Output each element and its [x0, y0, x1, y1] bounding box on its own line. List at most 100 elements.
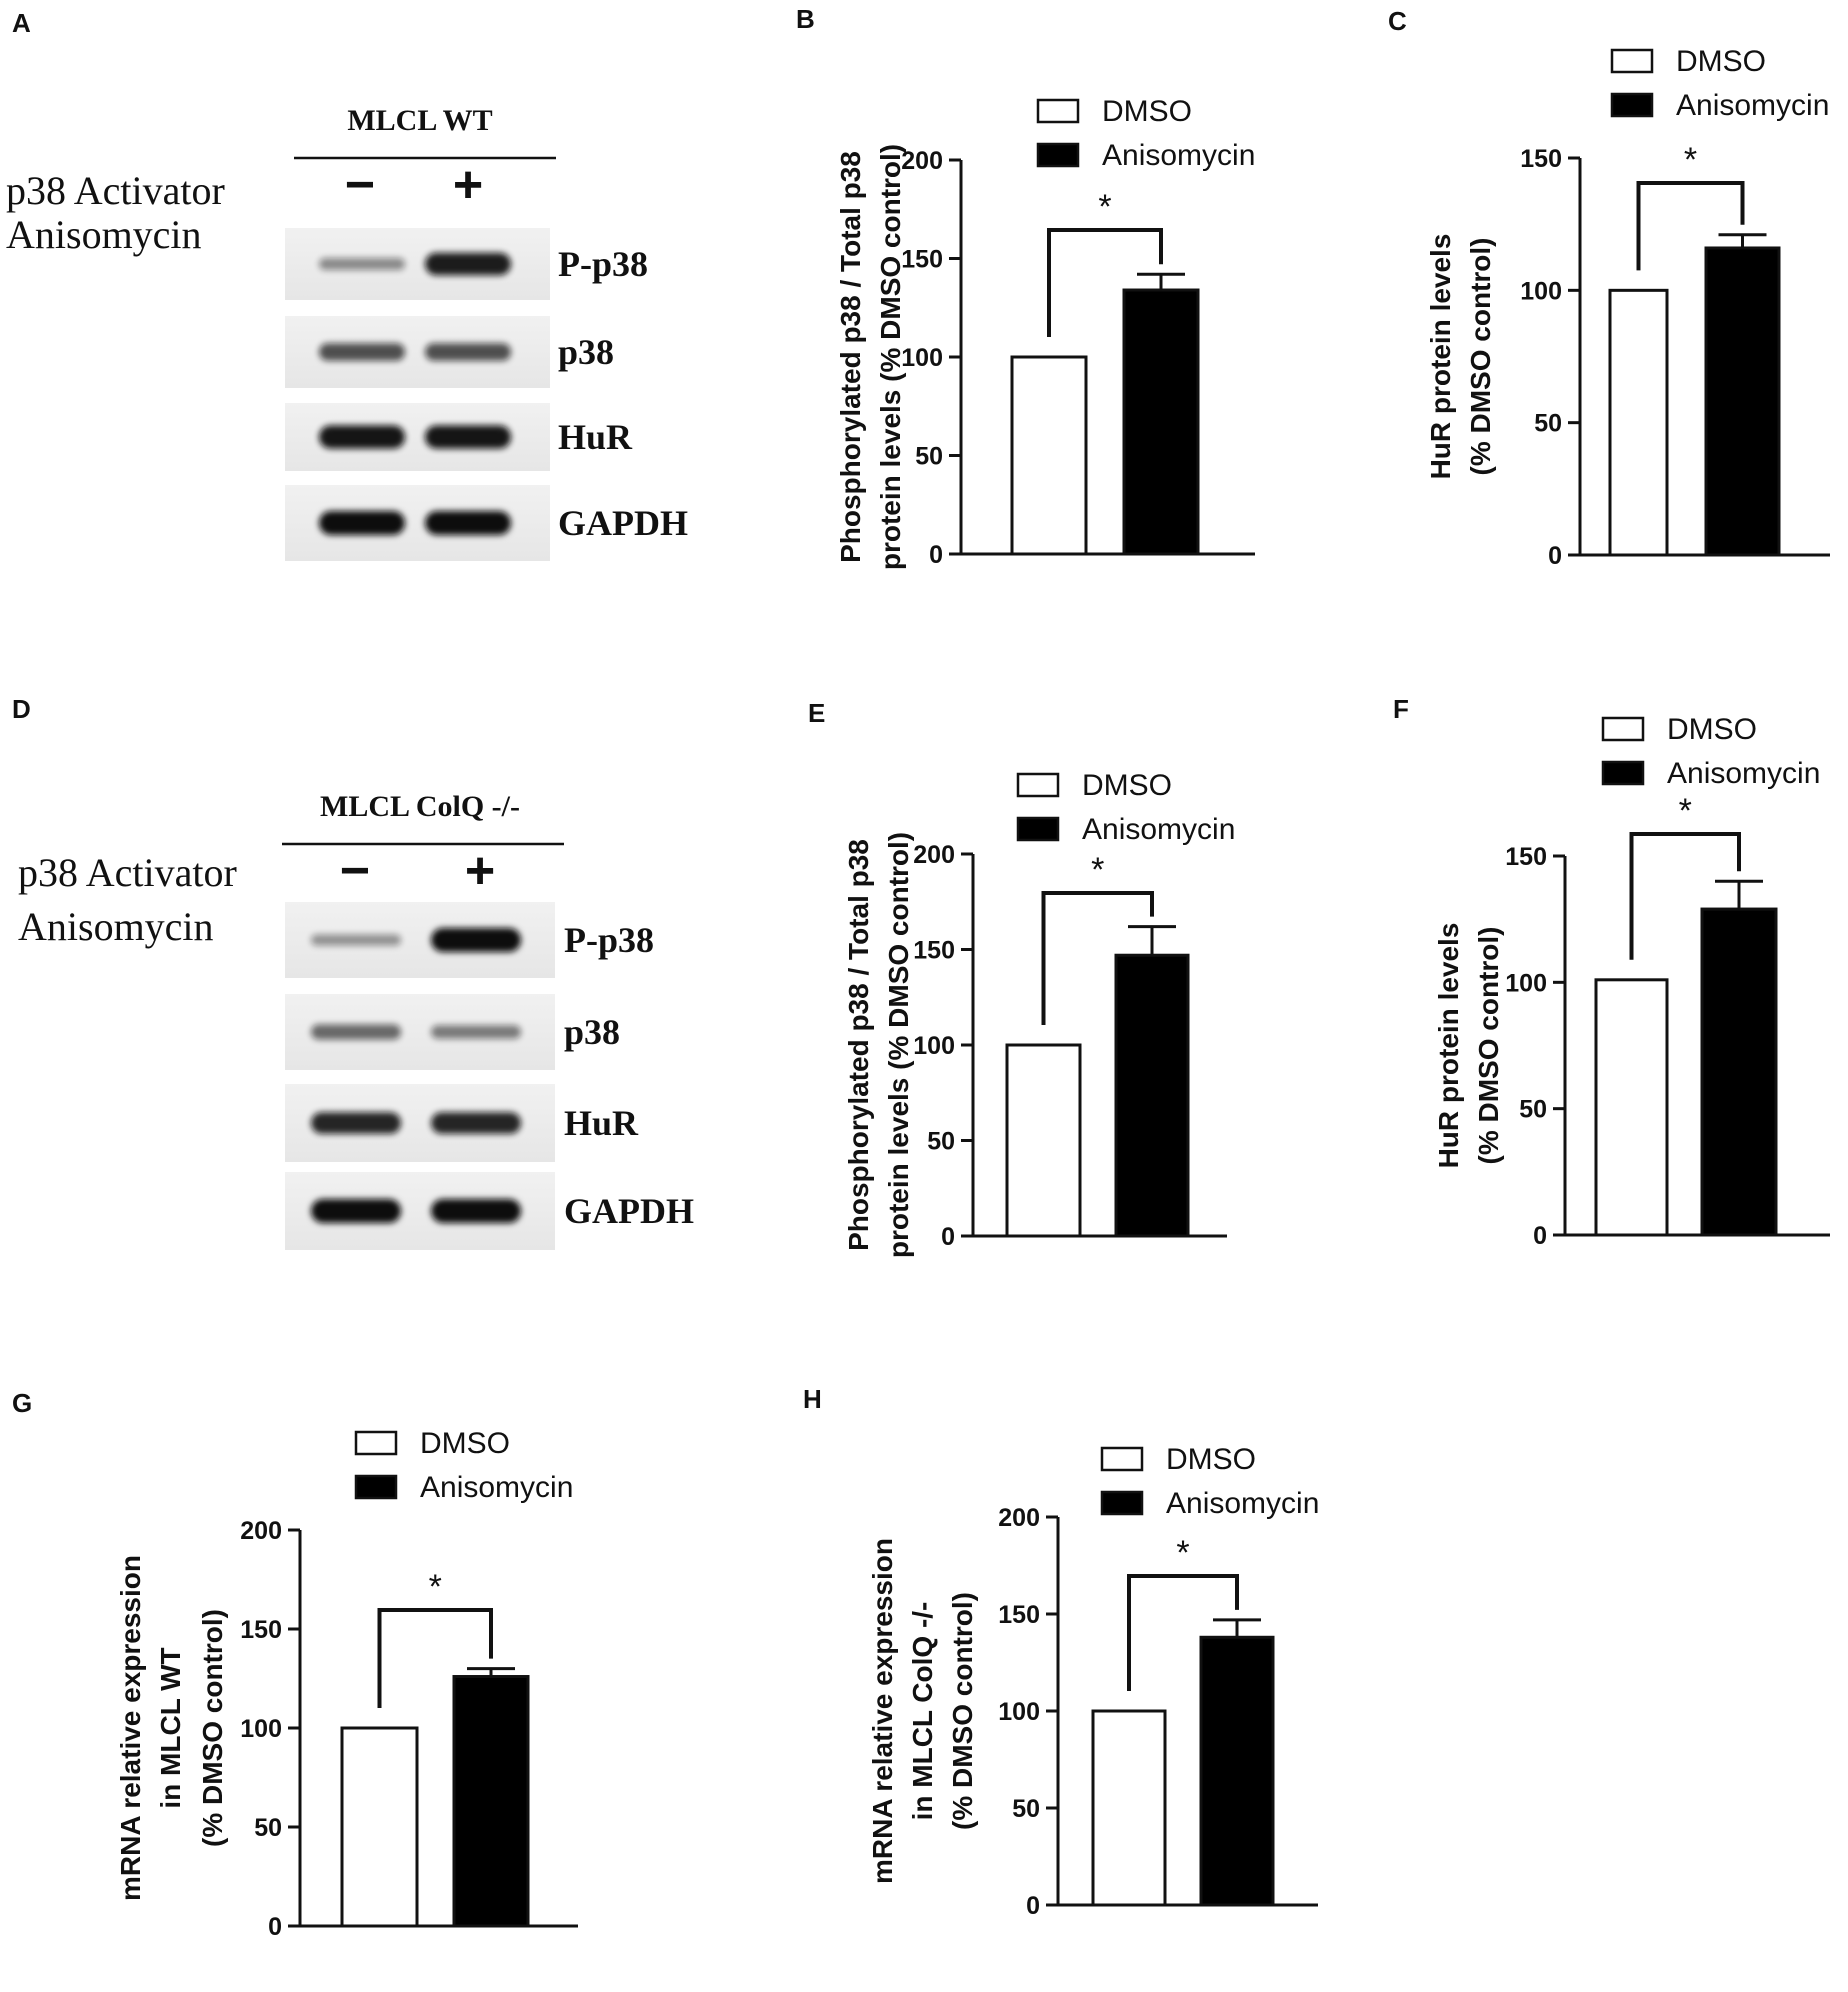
- blot-row-p38: p38: [285, 316, 614, 388]
- y-tick-label: 0: [1548, 542, 1562, 570]
- panel-letter-a: A: [12, 8, 31, 38]
- chart-g: 0 50 100 150 200 * DMSO Anisomycin mRNA relative…: [115, 1427, 578, 1941]
- blot-row-p-p38: P-p38: [285, 902, 654, 978]
- y-tick-label: 150: [240, 1616, 282, 1644]
- legend-label-anisomycin: Anisomycin: [420, 1471, 573, 1504]
- legend-swatch-anisomycin: [1100, 1490, 1144, 1516]
- band-label: HuR: [564, 1103, 639, 1143]
- band-label: P-p38: [558, 244, 648, 284]
- legend-label-anisomycin: Anisomycin: [1102, 139, 1255, 172]
- band: [319, 425, 405, 449]
- blot-row-p-p38: P-p38: [285, 228, 648, 300]
- blot-cell-line: MLCL WT: [347, 104, 492, 137]
- legend-label-dmso: DMSO: [1102, 95, 1192, 128]
- legend-swatch-dmso: [1100, 1446, 1144, 1472]
- lane-sign: +: [453, 156, 483, 214]
- y-tick-label: 100: [901, 344, 943, 372]
- significance-mark: *: [1176, 1534, 1189, 1572]
- bar-dmso: [1091, 1709, 1167, 1907]
- y-axis-label: Phosphorylated p38 / Total p38: [835, 151, 866, 563]
- y-axis-label: in MLCL WT: [155, 1647, 186, 1808]
- y-tick-label: 150: [998, 1601, 1040, 1629]
- y-tick-label: 0: [268, 1913, 282, 1941]
- band: [431, 928, 521, 952]
- y-tick-label: 100: [1505, 969, 1547, 997]
- y-tick-label: 200: [901, 147, 943, 175]
- bar-dmso: [1010, 355, 1088, 556]
- bar-anisomycin: [1122, 288, 1200, 556]
- y-tick-label: 150: [1505, 843, 1547, 871]
- band: [319, 343, 405, 361]
- band-label: GAPDH: [558, 503, 688, 543]
- lane-sign: −: [340, 842, 370, 900]
- band-label: GAPDH: [564, 1191, 694, 1231]
- y-tick-label: 50: [1519, 1096, 1547, 1124]
- band: [311, 1112, 401, 1134]
- chart-b: 0 50 100 150 200 * DMSO Anisomycin Phosphorylate…: [835, 95, 1255, 570]
- panel-letter-d: D: [12, 694, 31, 724]
- y-axis-label: protein levels (% DMSO control): [875, 144, 906, 570]
- blot-row-hur: HuR: [285, 1084, 639, 1162]
- treatment-label: p38 Activator: [6, 168, 225, 213]
- y-tick-label: 200: [240, 1517, 282, 1545]
- significance-mark: *: [429, 1568, 442, 1606]
- significance-mark: *: [1091, 851, 1104, 889]
- y-axis-label: mRNA relative expression: [867, 1538, 898, 1884]
- legend-label-anisomycin: Anisomycin: [1676, 89, 1829, 122]
- significance-mark: *: [1684, 141, 1697, 179]
- y-tick-label: 50: [927, 1128, 955, 1156]
- y-tick-label: 100: [240, 1715, 282, 1743]
- band: [425, 511, 511, 535]
- y-tick-label: 150: [901, 246, 943, 274]
- bar-dmso: [1608, 288, 1669, 557]
- band: [431, 1025, 521, 1039]
- panel-letter-f: F: [1393, 694, 1409, 724]
- y-axis-label: HuR protein levels: [1425, 234, 1456, 480]
- y-tick-label: 100: [998, 1698, 1040, 1726]
- band: [311, 1024, 401, 1040]
- chart-e: 0 50 100 150 200 * DMSO Anisomycin Phosphorylate…: [843, 769, 1235, 1258]
- treatment-label: Anisomycin: [6, 212, 202, 257]
- y-axis-label: (% DMSO control): [1465, 238, 1496, 476]
- blot-row-p38: p38: [285, 994, 620, 1070]
- y-axis-label: (% DMSO control): [197, 1609, 228, 1847]
- legend-label-anisomycin: Anisomycin: [1667, 757, 1820, 790]
- bar-anisomycin: [1704, 246, 1781, 557]
- y-axis-label: HuR protein levels: [1433, 923, 1464, 1169]
- y-tick-label: 50: [254, 1814, 282, 1842]
- significance-mark: *: [1098, 188, 1111, 226]
- blot-row-gapdh: GAPDH: [285, 485, 688, 561]
- y-tick-label: 150: [913, 937, 955, 965]
- y-tick-label: 200: [998, 1504, 1040, 1532]
- band: [425, 252, 511, 276]
- y-tick-label: 150: [1520, 145, 1562, 173]
- legend-swatch-anisomycin: [1036, 142, 1080, 168]
- band-label: p38: [564, 1012, 620, 1052]
- y-axis-label: mRNA relative expression: [115, 1555, 146, 1901]
- legend-swatch-dmso: [1601, 716, 1645, 742]
- chart-f: 0 50 100 150 * DMSO Anisomycin HuR protein leve…: [1433, 713, 1830, 1250]
- bar-dmso: [1005, 1043, 1082, 1238]
- legend-swatch-dmso: [1610, 48, 1654, 74]
- legend-swatch-anisomycin: [1601, 760, 1645, 786]
- band: [425, 343, 511, 361]
- y-axis-label: in MLCL ColQ -/-: [907, 1602, 938, 1821]
- blot-row-hur: HuR: [285, 403, 633, 471]
- treatment-label: Anisomycin: [18, 904, 214, 949]
- y-tick-label: 0: [1026, 1892, 1040, 1920]
- bar-anisomycin: [1199, 1635, 1275, 1907]
- y-tick-label: 0: [929, 541, 943, 569]
- legend-label-anisomycin: Anisomycin: [1082, 813, 1235, 846]
- band: [431, 1199, 521, 1223]
- legend-swatch-anisomycin: [354, 1474, 398, 1500]
- blot-cell-line: MLCL ColQ -/-: [320, 790, 520, 823]
- band: [319, 258, 405, 270]
- y-tick-label: 200: [913, 841, 955, 869]
- panel-letter-h: H: [803, 1384, 822, 1414]
- legend-label-dmso: DMSO: [1676, 45, 1766, 78]
- y-axis-label: (% DMSO control): [1473, 927, 1504, 1165]
- legend-swatch-anisomycin: [1016, 816, 1060, 842]
- legend-label-anisomycin: Anisomycin: [1166, 1487, 1319, 1520]
